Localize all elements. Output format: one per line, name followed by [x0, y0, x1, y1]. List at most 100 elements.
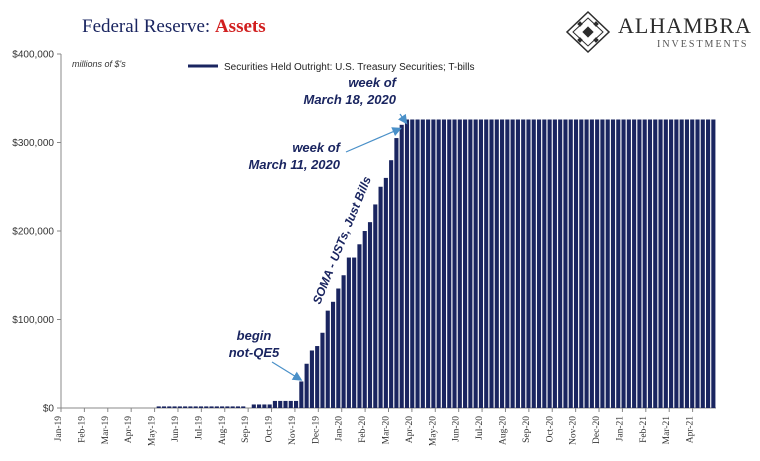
bar — [568, 119, 573, 409]
bar — [346, 257, 351, 408]
bar — [257, 404, 262, 408]
bar — [336, 288, 341, 408]
x-tick-label: May-20 — [428, 416, 438, 446]
bar — [600, 119, 605, 409]
bar — [616, 119, 621, 409]
bar — [521, 119, 526, 409]
x-tick-label: Oct-20 — [545, 416, 555, 443]
bar — [177, 406, 182, 408]
x-tick-label: Mar-20 — [382, 416, 392, 445]
bar — [558, 119, 563, 409]
bar — [500, 119, 505, 409]
x-tick-label: Mar-19 — [101, 416, 111, 445]
bar — [262, 404, 267, 408]
y-tick-label: $200,000 — [12, 227, 54, 238]
x-tick-label: May-19 — [148, 416, 158, 446]
title-accent: Assets — [214, 16, 266, 37]
alhambra-diamond-icon — [565, 10, 611, 54]
chart-title: Federal Reserve: Assets — [82, 16, 266, 38]
bar — [669, 119, 674, 409]
bar — [389, 160, 394, 408]
bar — [542, 119, 547, 409]
x-tick-label: Nov-20 — [569, 416, 579, 445]
y-tick-label: $0 — [43, 404, 55, 415]
bar — [367, 222, 373, 408]
bar — [457, 119, 462, 409]
x-tick-label: Nov-19 — [288, 416, 298, 445]
bar — [420, 119, 425, 409]
bar — [642, 119, 647, 409]
bar — [320, 332, 325, 408]
bar — [452, 119, 457, 409]
bar — [198, 406, 204, 408]
bar — [399, 124, 404, 409]
bar — [220, 406, 225, 408]
bar — [225, 406, 230, 408]
bar — [700, 119, 705, 409]
x-tick-label: Apr-21 — [686, 416, 696, 443]
annotation-begin-not-qe5: begin not-QE5 — [229, 328, 280, 360]
x-tick-label: Aug-19 — [218, 416, 228, 445]
bar — [410, 119, 415, 409]
bar — [283, 400, 288, 408]
logo-name: ALHAMBRA — [618, 13, 752, 38]
bar — [431, 119, 436, 409]
annotation-march-11: week of March 11, 2020 — [248, 140, 341, 172]
x-tick-label: Jan-20 — [335, 416, 345, 442]
bar — [241, 406, 246, 408]
bar — [468, 119, 473, 409]
x-tick-label: Feb-19 — [77, 416, 87, 443]
x-tick-label: Jul-19 — [194, 416, 204, 440]
bar — [610, 119, 616, 409]
bar — [637, 119, 642, 409]
bar — [573, 119, 579, 409]
bar — [357, 244, 362, 408]
x-tick-label: Dec-19 — [311, 416, 321, 444]
bar — [684, 119, 690, 409]
y-tick-label: $400,000 — [12, 50, 54, 61]
bar — [193, 406, 198, 408]
bar — [299, 381, 304, 408]
bar — [309, 350, 314, 408]
bar — [478, 119, 483, 409]
x-tick-label: Jul-20 — [475, 416, 485, 440]
bar — [383, 177, 388, 408]
bar — [378, 186, 383, 408]
arrow-begin-not-qe5 — [271, 361, 303, 381]
bar — [579, 119, 584, 409]
bar — [341, 275, 346, 408]
bar — [436, 119, 441, 409]
bar — [325, 310, 330, 408]
x-tick-label: Jan-21 — [615, 416, 625, 442]
bar — [547, 119, 552, 409]
bar — [278, 400, 283, 408]
legend-label: Securities Held Outright: U.S. Treasury … — [224, 62, 474, 73]
bar — [204, 406, 209, 408]
bar — [489, 119, 494, 409]
bar — [494, 119, 499, 409]
bar — [552, 119, 557, 409]
bar — [209, 406, 214, 408]
y-axis: $0 $100,000 $200,000 $300,000 $400,000 — [12, 50, 62, 415]
y-tick-label: $100,000 — [12, 315, 54, 326]
bar — [373, 204, 378, 408]
bar — [674, 119, 679, 409]
bar — [510, 119, 515, 409]
bar — [584, 119, 589, 409]
bar — [251, 404, 256, 408]
x-tick-label: Aug-20 — [498, 416, 508, 445]
x-tick-label: Jun-19 — [171, 416, 181, 442]
bar — [505, 119, 510, 409]
bar — [214, 406, 219, 408]
bar — [531, 119, 536, 409]
bar — [183, 406, 188, 408]
bar — [394, 138, 399, 408]
bar — [711, 119, 716, 409]
bar — [563, 119, 568, 409]
bar — [589, 119, 594, 409]
bar — [605, 119, 610, 409]
bar — [463, 119, 468, 409]
arrow-march-11 — [345, 127, 402, 153]
x-tick-label: Sep-20 — [522, 416, 532, 443]
bar — [362, 231, 367, 408]
